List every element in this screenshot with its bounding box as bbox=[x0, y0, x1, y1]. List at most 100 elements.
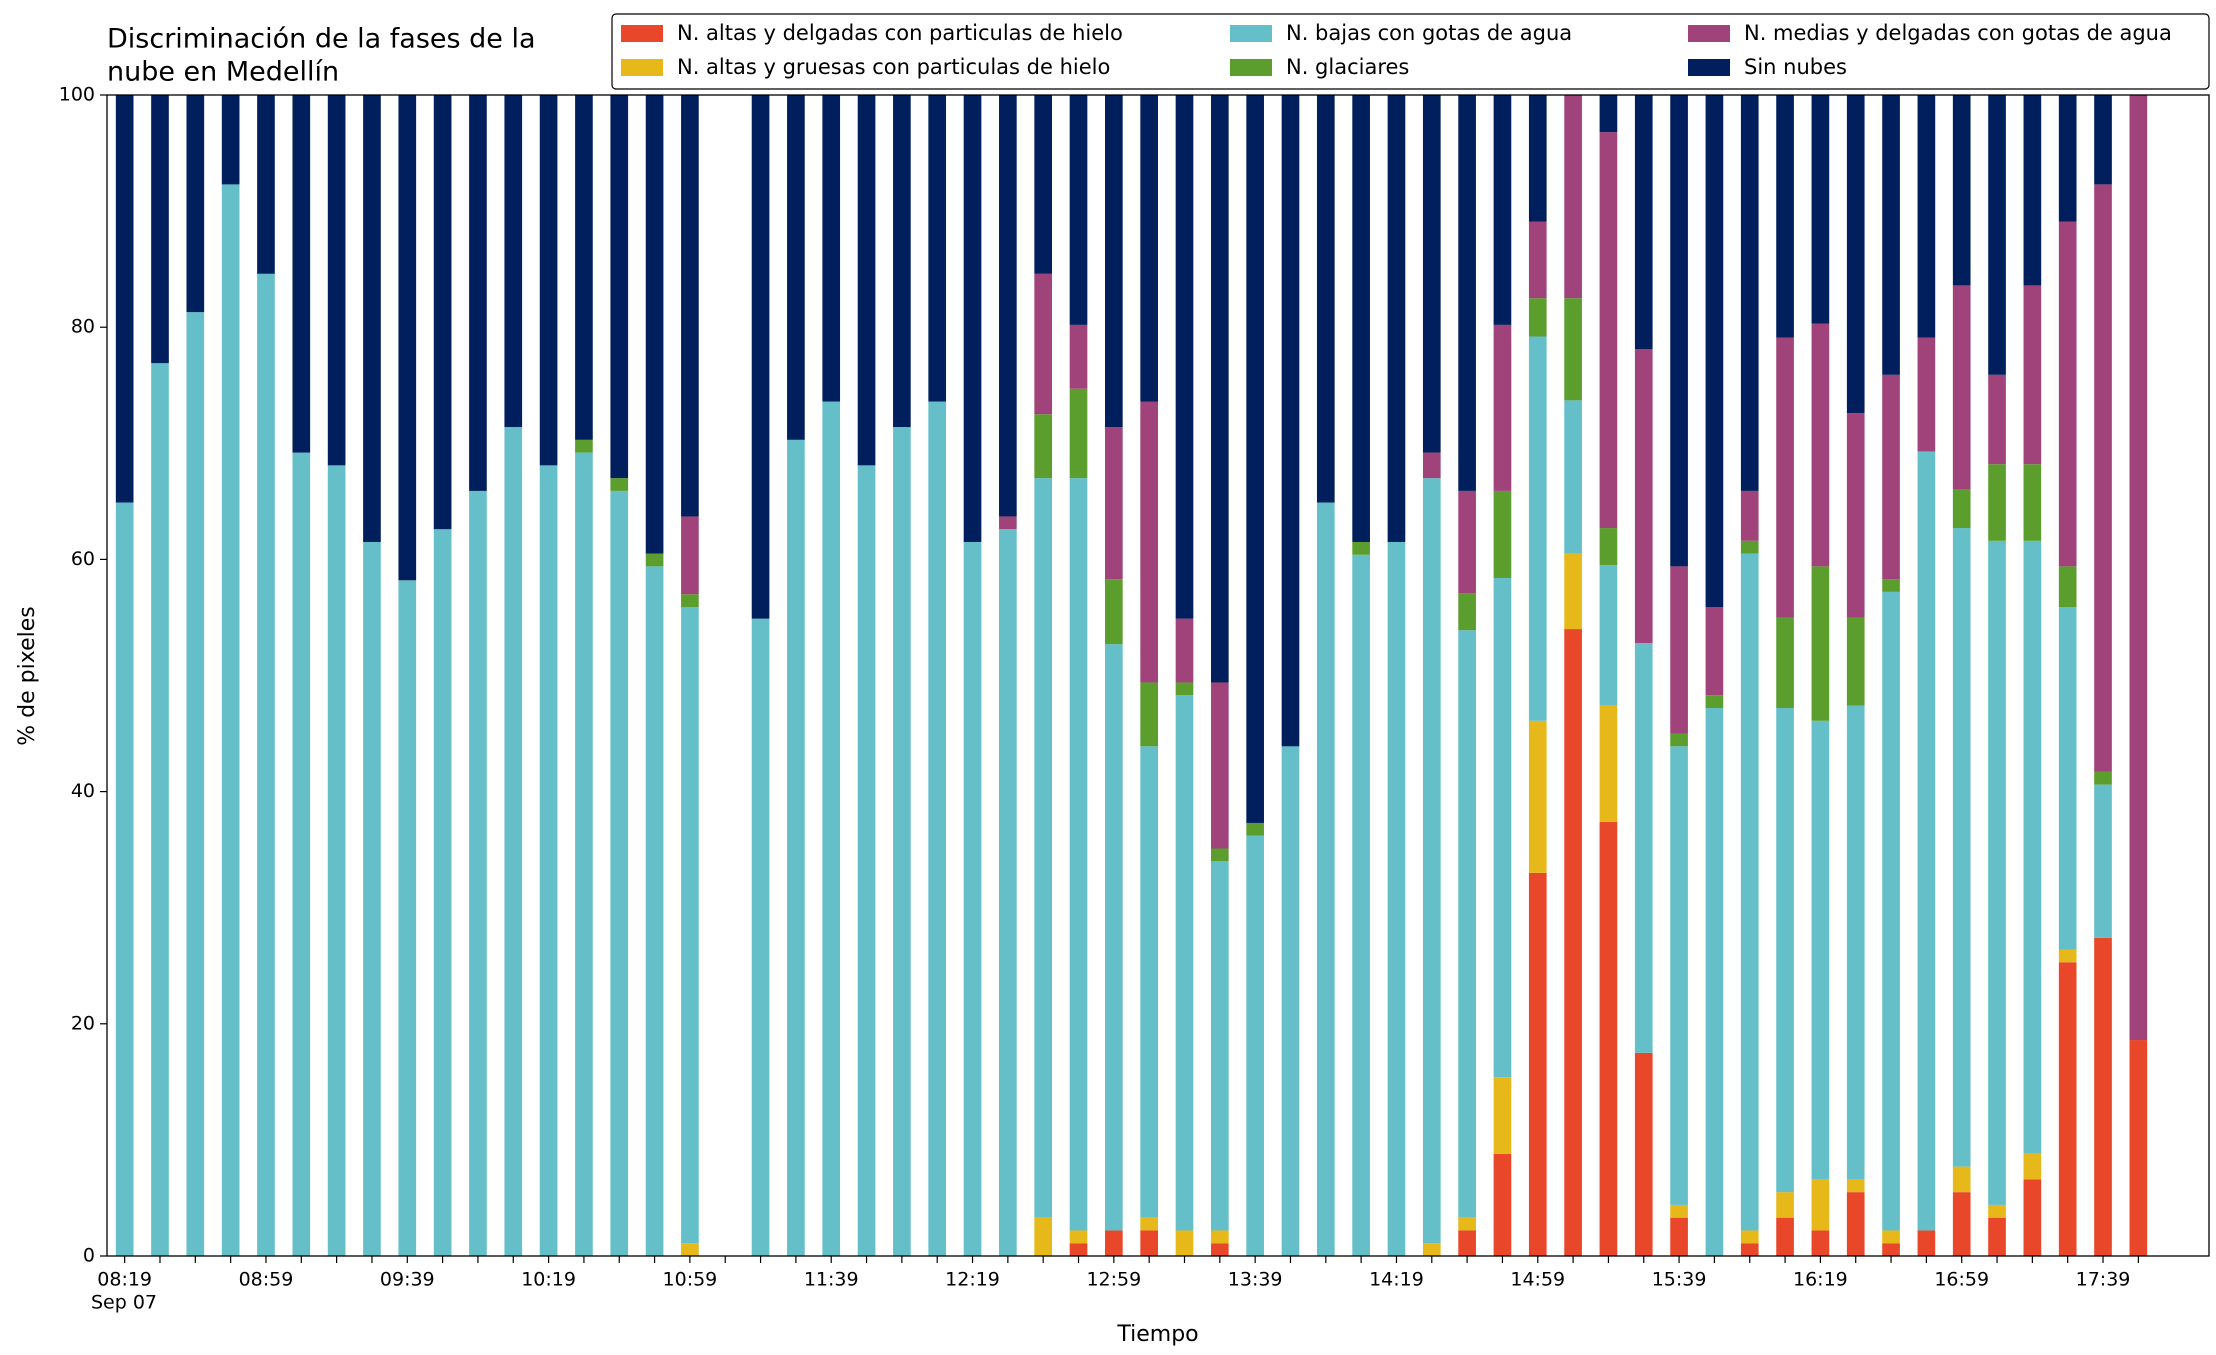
bar-segment bbox=[1740, 1230, 1759, 1244]
bar-segment bbox=[398, 580, 417, 1256]
bar-segment bbox=[1210, 861, 1229, 1231]
bar-segment bbox=[1175, 1230, 1194, 1256]
bar-segment bbox=[1422, 478, 1441, 1244]
bar-segment bbox=[2129, 1040, 2148, 1256]
legend-swatch bbox=[621, 59, 663, 76]
bar-segment bbox=[363, 541, 381, 1256]
bar-segment bbox=[327, 465, 346, 1256]
bar-segment bbox=[1846, 95, 1865, 414]
bar-segment bbox=[363, 95, 381, 542]
bar-segment bbox=[1105, 95, 1123, 428]
legend-swatch bbox=[621, 25, 663, 42]
bar-segment bbox=[1528, 872, 1547, 1256]
bar-segment bbox=[751, 95, 770, 619]
bar-segment bbox=[539, 95, 558, 466]
bar-segment bbox=[1952, 489, 1971, 529]
bar-segment bbox=[1811, 95, 1830, 324]
bar-segment bbox=[1811, 323, 1830, 567]
bar-segment bbox=[1811, 1179, 1830, 1231]
bar-segment bbox=[1140, 746, 1158, 1218]
legend-swatch bbox=[1230, 25, 1272, 42]
bar-segment bbox=[292, 452, 311, 1256]
bar-segment bbox=[1670, 566, 1688, 734]
bar-segment bbox=[1140, 682, 1158, 747]
bar-segment bbox=[1599, 95, 1618, 133]
bar-segment bbox=[1776, 617, 1794, 709]
bar-segment bbox=[1705, 607, 1724, 696]
legend-label: N. medias y delgadas con gotas de agua bbox=[1744, 21, 2172, 45]
bar-segment bbox=[1069, 388, 1088, 479]
bar-segment bbox=[1988, 1217, 2006, 1256]
bar-segment bbox=[1670, 1217, 1688, 1256]
bar-segment bbox=[1564, 298, 1582, 401]
bar-segment bbox=[2058, 566, 2077, 608]
bar-segment bbox=[787, 439, 805, 1256]
legend-label: Sin nubes bbox=[1744, 55, 1847, 79]
bar-segment bbox=[1882, 95, 1900, 375]
bar-segment bbox=[575, 439, 593, 453]
bar-segment bbox=[1811, 566, 1830, 721]
bar-segment bbox=[1882, 591, 1900, 1231]
bar-segment bbox=[1952, 1192, 1971, 1256]
bar-segment bbox=[1952, 95, 1971, 286]
bar-segment bbox=[221, 95, 240, 185]
bar-segment bbox=[1281, 746, 1300, 1256]
bar-segment bbox=[1069, 478, 1088, 1231]
bar-segment bbox=[2023, 1179, 2042, 1256]
bar-segment bbox=[645, 553, 664, 567]
bar-segment bbox=[1988, 1204, 2006, 1218]
bar-segment bbox=[1105, 1230, 1123, 1256]
bar-segment bbox=[1705, 95, 1724, 608]
bar-segment bbox=[1634, 642, 1653, 1053]
bar-segment bbox=[751, 618, 770, 1256]
plot-frame bbox=[106, 94, 2210, 1257]
chart-title: nube en Medellín bbox=[107, 57, 339, 88]
bar-segment bbox=[857, 465, 876, 1256]
bar-segment bbox=[1952, 285, 1971, 490]
bar-segment bbox=[1564, 553, 1582, 630]
bar-segment bbox=[1246, 835, 1264, 1256]
bar-segment bbox=[2023, 285, 2042, 465]
bar-segment bbox=[999, 95, 1017, 517]
bar-segment bbox=[327, 95, 346, 466]
bar-segment bbox=[1210, 848, 1229, 862]
bar-segment bbox=[1528, 221, 1547, 299]
bar-segment bbox=[292, 95, 311, 453]
bar-segment bbox=[1246, 822, 1264, 836]
bar-segment bbox=[433, 95, 452, 530]
bar-segment bbox=[787, 95, 805, 440]
bar-segment bbox=[1210, 682, 1229, 849]
bar-segment bbox=[257, 273, 275, 1256]
bar-segment bbox=[1882, 579, 1900, 592]
y-tick-label: 80 bbox=[71, 316, 95, 338]
bar-segment bbox=[1458, 95, 1476, 491]
bar-segment bbox=[681, 95, 699, 517]
x-tick-label: 08:19 bbox=[97, 1269, 152, 1291]
bar-segment bbox=[1670, 95, 1688, 567]
bar-segment bbox=[1493, 324, 1512, 491]
bar-segment bbox=[1846, 705, 1865, 1180]
bar-segment bbox=[1034, 95, 1053, 274]
bar-segment bbox=[928, 401, 947, 1256]
bar-segment bbox=[1528, 95, 1547, 222]
x-sublabel: Sep 07 bbox=[91, 1292, 157, 1314]
bar-segment bbox=[1882, 374, 1900, 580]
bar-segment bbox=[1140, 1230, 1158, 1256]
x-tick-label: 13:39 bbox=[1228, 1269, 1283, 1291]
bar-segment bbox=[1422, 452, 1441, 479]
bar-segment bbox=[1988, 540, 2006, 1205]
bar-segment bbox=[1988, 374, 2006, 465]
bar-segment bbox=[2058, 962, 2077, 1256]
bar-segment bbox=[1493, 95, 1512, 325]
bar-segment bbox=[151, 363, 169, 1256]
bar-segment bbox=[1740, 540, 1759, 554]
bar-segment bbox=[1493, 577, 1512, 1078]
bar-segment bbox=[1705, 708, 1724, 1256]
bar-segment bbox=[1599, 821, 1618, 1256]
bar-segment bbox=[1599, 705, 1618, 822]
bar-segment bbox=[822, 95, 841, 402]
bar-segment bbox=[1140, 95, 1158, 402]
bar-segment bbox=[2094, 184, 2112, 772]
x-tick-label: 10:19 bbox=[521, 1269, 576, 1291]
bar-segment bbox=[1210, 95, 1229, 683]
